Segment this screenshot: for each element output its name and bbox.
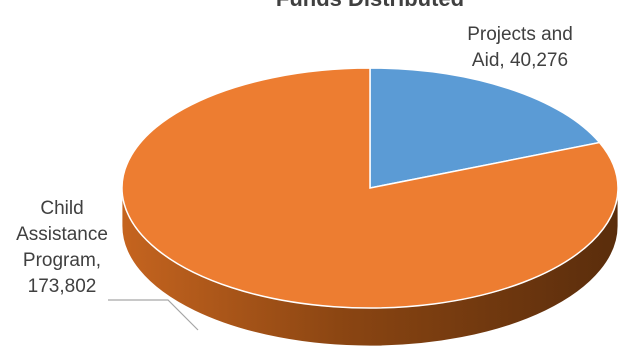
data-label-0: Projects and Aid, 40,276 [467,24,573,71]
data-label-line: 173,802 [28,276,97,297]
pie-labels: Projects and Aid, 40,276 Child Assistance Pr… [16,24,573,297]
pie-slice-1 [121,67,619,309]
leader-line [108,299,199,331]
pie-top [121,67,619,309]
data-label-line: Child [40,198,83,219]
data-label-line: Program, [23,250,101,271]
data-label-line: Assistance [16,224,108,245]
pie-slice-0 [369,67,601,189]
title-fragment: Funds Distributed [276,0,464,11]
data-label-line: Aid, 40,276 [472,50,568,71]
svg-text:Funds Distributed: Funds Distributed [276,0,464,11]
data-label-line: Projects and [467,24,573,45]
data-label-1: Child Assistance Program, 173,802 [16,198,108,297]
